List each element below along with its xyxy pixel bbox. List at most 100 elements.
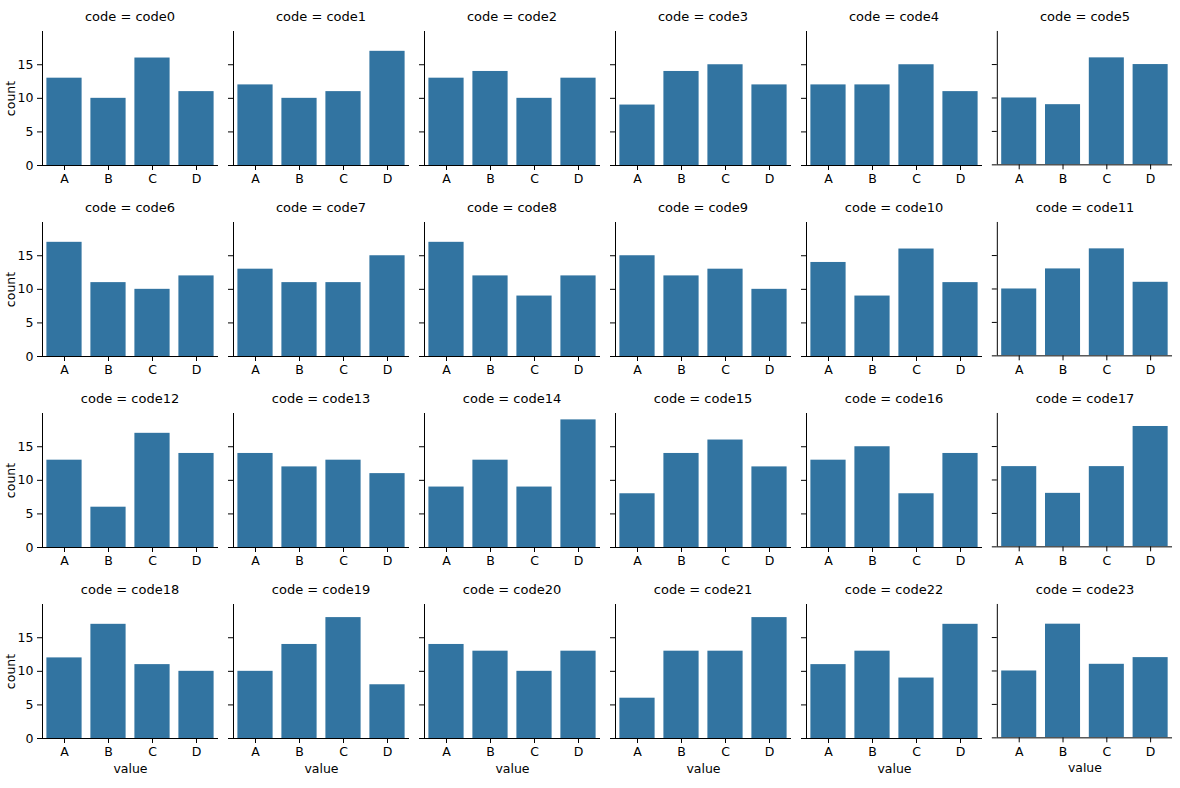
svg-text:C: C [721, 744, 730, 759]
svg-text:D: D [192, 171, 202, 186]
svg-text:C: C [148, 744, 157, 759]
svg-text:C: C [339, 362, 348, 377]
svg-text:A: A [824, 171, 833, 186]
svg-text:D: D [574, 362, 584, 377]
svg-text:value: value [877, 761, 911, 776]
svg-text:B: B [486, 171, 495, 186]
svg-text:A: A [442, 362, 451, 377]
svg-text:B: B [1059, 553, 1068, 568]
svg-text:A: A [60, 362, 69, 377]
svg-text:0: 0 [26, 349, 34, 364]
svg-text:D: D [765, 362, 775, 377]
svg-text:C: C [530, 553, 539, 568]
svg-text:0: 0 [26, 731, 34, 746]
svg-text:D: D [574, 171, 584, 186]
svg-text:D: D [574, 744, 584, 759]
svg-text:5: 5 [26, 506, 34, 521]
svg-text:C: C [912, 553, 921, 568]
svg-text:A: A [251, 553, 260, 568]
svg-text:A: A [60, 171, 69, 186]
svg-text:10: 10 [18, 663, 34, 678]
svg-text:C: C [339, 171, 348, 186]
svg-text:5: 5 [26, 124, 34, 139]
svg-text:C: C [1102, 744, 1111, 759]
svg-text:A: A [60, 744, 69, 759]
svg-text:C: C [148, 553, 157, 568]
svg-text:D: D [956, 171, 966, 186]
svg-text:A: A [60, 553, 69, 568]
svg-text:B: B [486, 744, 495, 759]
svg-text:count: count [3, 463, 18, 498]
svg-text:D: D [765, 744, 775, 759]
svg-text:D: D [765, 171, 775, 186]
svg-text:C: C [721, 362, 730, 377]
svg-text:15: 15 [18, 57, 34, 72]
svg-text:D: D [383, 362, 393, 377]
svg-text:10: 10 [18, 472, 34, 487]
svg-text:C: C [912, 171, 921, 186]
svg-text:B: B [677, 553, 686, 568]
svg-text:D: D [192, 362, 202, 377]
svg-text:A: A [633, 171, 642, 186]
svg-text:B: B [1059, 362, 1068, 377]
svg-text:D: D [192, 553, 202, 568]
svg-text:A: A [824, 553, 833, 568]
svg-text:A: A [442, 744, 451, 759]
svg-text:5: 5 [26, 315, 34, 330]
svg-text:D: D [1146, 553, 1156, 568]
svg-text:B: B [104, 744, 113, 759]
svg-text:C: C [148, 171, 157, 186]
svg-text:B: B [868, 362, 877, 377]
svg-text:D: D [383, 553, 393, 568]
svg-text:value: value [1068, 760, 1102, 775]
svg-text:0: 0 [26, 540, 34, 555]
svg-text:D: D [192, 744, 202, 759]
svg-text:C: C [912, 744, 921, 759]
svg-text:C: C [1102, 362, 1111, 377]
svg-text:15: 15 [18, 248, 34, 263]
svg-text:0: 0 [26, 158, 34, 173]
svg-text:C: C [721, 171, 730, 186]
svg-text:A: A [1015, 553, 1024, 568]
svg-text:B: B [868, 171, 877, 186]
svg-text:A: A [251, 744, 260, 759]
svg-text:A: A [1015, 744, 1024, 759]
svg-text:B: B [1059, 744, 1068, 759]
svg-text:D: D [956, 362, 966, 377]
svg-text:C: C [912, 362, 921, 377]
svg-text:D: D [1146, 744, 1156, 759]
svg-text:10: 10 [18, 90, 34, 105]
svg-text:B: B [295, 744, 304, 759]
svg-text:D: D [383, 171, 393, 186]
svg-text:B: B [486, 362, 495, 377]
svg-text:C: C [530, 362, 539, 377]
svg-text:D: D [1146, 362, 1156, 377]
svg-text:15: 15 [18, 630, 34, 645]
svg-text:B: B [104, 171, 113, 186]
svg-text:B: B [295, 553, 304, 568]
svg-text:B: B [486, 553, 495, 568]
svg-text:A: A [633, 362, 642, 377]
svg-text:A: A [251, 171, 260, 186]
svg-text:C: C [530, 171, 539, 186]
svg-text:value: value [495, 761, 529, 776]
svg-text:count: count [3, 81, 18, 116]
svg-text:B: B [1059, 171, 1068, 186]
svg-text:C: C [1102, 553, 1111, 568]
svg-text:A: A [824, 744, 833, 759]
svg-text:A: A [442, 553, 451, 568]
svg-text:A: A [633, 553, 642, 568]
svg-text:A: A [1015, 171, 1024, 186]
svg-text:count: count [3, 654, 18, 689]
svg-text:C: C [530, 744, 539, 759]
svg-text:value: value [113, 761, 147, 776]
svg-text:D: D [1146, 171, 1156, 186]
svg-text:B: B [295, 362, 304, 377]
svg-text:D: D [574, 553, 584, 568]
svg-text:count: count [3, 272, 18, 307]
svg-text:A: A [824, 362, 833, 377]
svg-text:C: C [1102, 171, 1111, 186]
svg-text:C: C [721, 553, 730, 568]
svg-text:D: D [383, 744, 393, 759]
svg-text:B: B [104, 553, 113, 568]
